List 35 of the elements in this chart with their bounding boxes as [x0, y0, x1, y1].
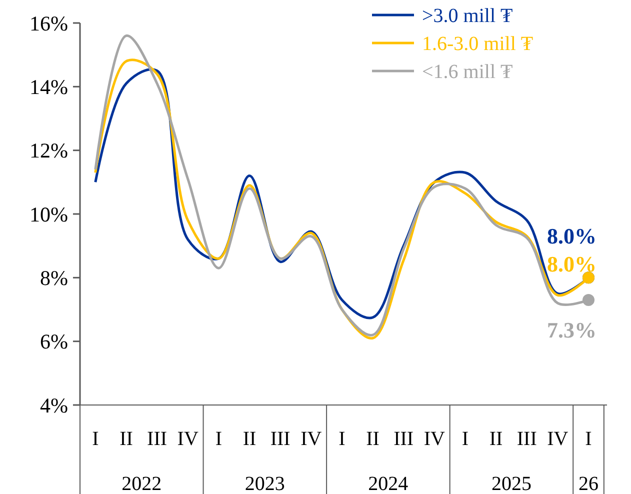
y-tick-label: 6% [40, 330, 68, 354]
x-tick-label: I [462, 428, 469, 450]
x-tick-label: II [242, 428, 256, 450]
x-tick-label: IV [424, 428, 446, 450]
x-tick-label: III [394, 428, 414, 450]
x-tick-label: IV [547, 428, 569, 450]
y-tick-label: 14% [30, 75, 68, 100]
legend-label: >3.0 mill ₮ [422, 5, 513, 27]
data-label: 7.3% [547, 318, 597, 343]
x-tick-label: II [366, 428, 380, 450]
x-tick-label: III [147, 428, 168, 450]
x-tick-label: II [489, 428, 503, 450]
x-tick-label: I [215, 428, 222, 450]
x-tick-label: III [270, 428, 290, 450]
y-tick-label: 8% [40, 266, 68, 290]
legend-label: 1.6-3.0 mill ₮ [422, 33, 534, 55]
y-tick-label: 10% [30, 202, 68, 226]
x-tick-label: II [120, 428, 133, 450]
legend-label: <1.6 mill ₮ [422, 61, 513, 83]
y-tick-label: 4% [40, 393, 68, 418]
x-tick-label: I [92, 428, 99, 450]
text: 2024 [368, 473, 408, 494]
text: 2023 [244, 473, 285, 494]
x-tick-label: IV [300, 428, 322, 450]
text: 2025 [491, 473, 532, 494]
data-label: 8.0% [547, 223, 597, 248]
text: 26 [578, 473, 599, 494]
text: 2022 [122, 473, 162, 494]
y-tick-label: 16% [30, 11, 68, 36]
data-label: 8.0% [547, 251, 597, 276]
x-tick-label: I [338, 428, 346, 450]
x-tick-label: III [516, 428, 537, 450]
y-tick-label: 12% [30, 138, 68, 163]
x-tick-label: IV [177, 428, 199, 450]
x-tick-label: I [585, 428, 592, 450]
